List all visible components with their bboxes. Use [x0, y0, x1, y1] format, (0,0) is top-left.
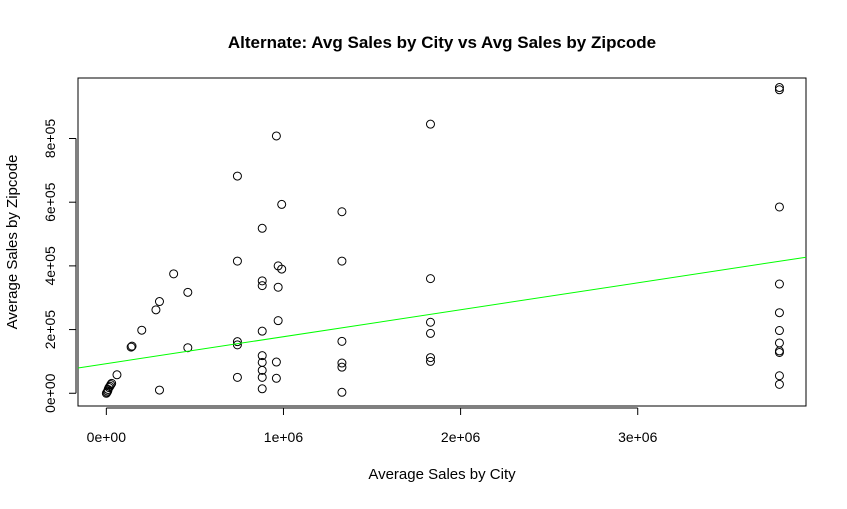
data-point: [425, 328, 435, 338]
data-point: [257, 276, 267, 286]
regression-line: [77, 256, 807, 369]
data-point: [425, 353, 435, 363]
data-point: [425, 317, 435, 327]
data-point: [273, 316, 283, 326]
data-point: [271, 373, 281, 383]
data-point: [337, 207, 347, 217]
data-point: [337, 387, 347, 397]
data-point: [154, 385, 164, 395]
plot-area: [77, 77, 807, 407]
y-tick-label: 8e+05: [42, 119, 58, 159]
data-point: [271, 131, 281, 141]
data-point: [232, 256, 242, 266]
data-point: [774, 202, 784, 212]
data-point: [126, 342, 136, 352]
data-point: [232, 340, 242, 350]
data-point: [232, 337, 242, 347]
x-axis-label: Average Sales by City: [368, 466, 516, 483]
data-point: [774, 83, 784, 93]
y-axis: 0e+00 2e+05 4e+05 6e+05 8e+05: [42, 119, 77, 413]
data-point: [337, 362, 347, 372]
data-point: [273, 282, 283, 292]
y-tick-label: 2e+05: [42, 310, 58, 350]
data-point: [257, 384, 267, 394]
data-point: [106, 380, 116, 390]
data-point: [257, 326, 267, 336]
data-points: [101, 83, 784, 398]
x-axis: 0e+00 1e+06 2e+06 3e+06: [87, 407, 658, 445]
x-tick-label: 0e+00: [87, 429, 127, 445]
data-point: [337, 336, 347, 346]
data-point: [277, 199, 287, 209]
data-point: [774, 348, 784, 358]
data-point: [169, 269, 179, 279]
data-point: [232, 372, 242, 382]
data-point: [127, 341, 137, 351]
data-point: [151, 305, 161, 315]
data-point: [232, 171, 242, 181]
data-point: [105, 381, 115, 391]
data-point: [337, 358, 347, 368]
data-point: [774, 326, 784, 336]
y-tick-label: 4e+05: [42, 246, 58, 286]
data-point: [774, 85, 784, 95]
data-point: [257, 223, 267, 233]
data-point: [257, 351, 267, 361]
y-tick-label: 0e+00: [42, 373, 58, 413]
y-tick-label: 6e+05: [42, 182, 58, 222]
data-point: [774, 338, 784, 348]
data-point: [137, 325, 147, 335]
x-tick-label: 1e+06: [264, 429, 304, 445]
data-point: [257, 281, 267, 291]
data-point: [337, 256, 347, 266]
data-point: [154, 297, 164, 307]
data-point: [107, 378, 117, 388]
y-axis-label: Average Sales by Zipcode: [4, 155, 21, 330]
regression-layer: [77, 256, 807, 369]
data-point: [774, 371, 784, 381]
data-point: [425, 274, 435, 284]
x-tick-label: 3e+06: [618, 429, 658, 445]
x-tick-label: 2e+06: [441, 429, 481, 445]
data-point: [257, 365, 267, 375]
data-point: [277, 264, 287, 274]
data-point: [271, 357, 281, 367]
data-point: [774, 379, 784, 389]
data-point: [112, 370, 122, 380]
data-point: [183, 287, 193, 297]
data-point: [425, 119, 435, 129]
data-point: [774, 279, 784, 289]
data-point: [774, 308, 784, 318]
chart-title: Alternate: Avg Sales by City vs Avg Sale…: [228, 33, 656, 52]
data-point: [425, 356, 435, 366]
data-point: [257, 372, 267, 382]
